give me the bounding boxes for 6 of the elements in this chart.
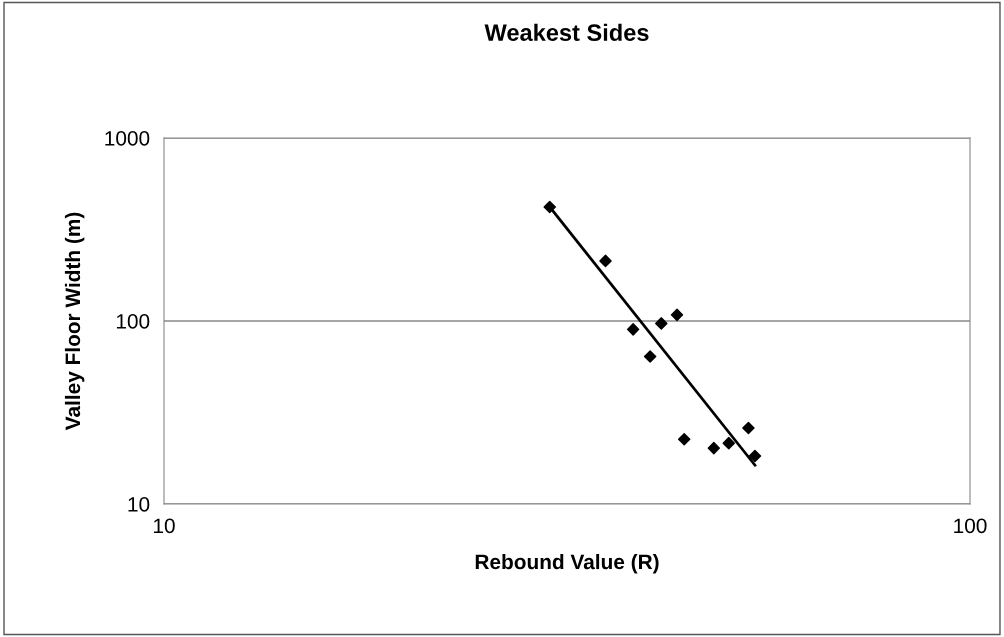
y-axis-title: Valley Floor Width (m) — [64, 212, 85, 431]
chart-title: Weakest Sides — [484, 23, 649, 42]
y-tick-label: 100 — [116, 314, 150, 329]
x-axis-title: Rebound Value (R) — [475, 553, 659, 574]
y-tick-label: 1000 — [105, 131, 150, 146]
y-tick-label: 10 — [128, 497, 150, 512]
